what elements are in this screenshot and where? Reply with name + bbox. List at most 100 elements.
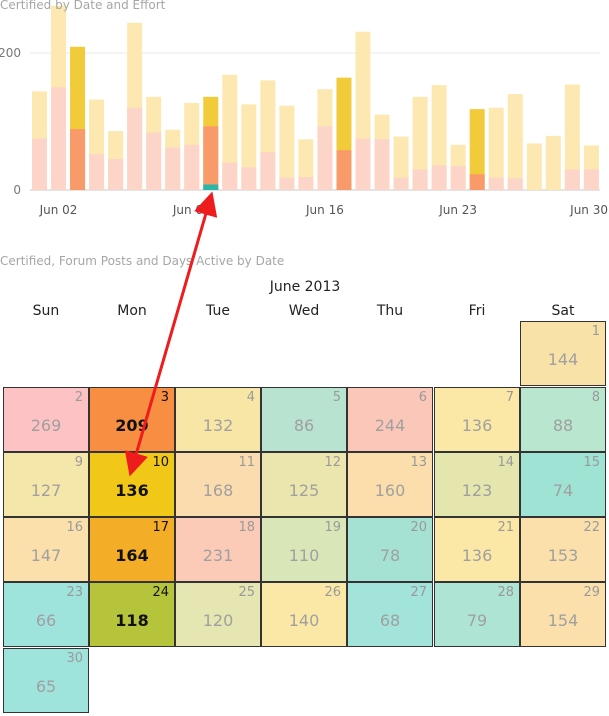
cell-value: 147 xyxy=(30,546,62,565)
bar-segment xyxy=(355,138,371,190)
calendar-cell[interactable]: 13 160 xyxy=(347,452,433,517)
bar-segment xyxy=(336,150,352,190)
calendar-cell[interactable]: 20 78 xyxy=(347,517,433,582)
bar-segment xyxy=(431,165,447,190)
cell-day-number: 10 xyxy=(152,455,169,470)
cell-value: 160 xyxy=(374,481,406,500)
cell-day-number: 15 xyxy=(583,455,600,470)
bar-segment xyxy=(393,177,409,190)
cell-day-number: 21 xyxy=(497,520,514,535)
calendar-month-label: June 2013 xyxy=(269,279,341,295)
calendar-cell[interactable]: 12 125 xyxy=(261,452,347,517)
bar-chart-title: Certified by Date and Effort xyxy=(0,0,166,12)
cell-value: 140 xyxy=(288,611,320,630)
bar-total xyxy=(393,136,409,190)
bar-segment-small xyxy=(203,184,219,190)
cell-value: 74 xyxy=(552,481,574,500)
bar-total xyxy=(507,94,523,190)
cell-value: 136 xyxy=(115,481,149,500)
calendar-cell[interactable]: 5 86 xyxy=(261,387,347,452)
bar-segment xyxy=(450,166,466,190)
calendar-cell[interactable]: 25 120 xyxy=(175,582,261,647)
calendar-cell[interactable]: 30 65 xyxy=(3,648,89,713)
calendar-cell[interactable]: 17 164 xyxy=(89,517,175,582)
cell-day-number: 6 xyxy=(418,390,427,405)
cell-day-number: 3 xyxy=(160,390,169,405)
calendar-cell[interactable]: 10 136 xyxy=(89,452,175,517)
bar-total xyxy=(545,135,561,190)
cell-day-number: 28 xyxy=(497,585,514,600)
cell-day-number: 17 xyxy=(152,520,169,535)
bar-segment xyxy=(488,177,504,190)
cell-value: 231 xyxy=(202,546,234,565)
bar-total xyxy=(431,85,447,190)
weekday-label: Fri xyxy=(468,303,486,319)
cell-value: 65 xyxy=(35,677,57,696)
cell-value: 110 xyxy=(288,546,320,565)
calendar-cell[interactable]: 14 123 xyxy=(434,452,520,517)
cell-value: 153 xyxy=(547,546,579,565)
calendar-cell[interactable]: 19 110 xyxy=(261,517,347,582)
bar-segment xyxy=(241,167,257,190)
bar-segment xyxy=(203,126,219,190)
bar-total xyxy=(222,74,238,190)
bar-segment xyxy=(222,162,238,190)
calendar-cell[interactable]: 26 140 xyxy=(261,582,347,647)
calendar-cell[interactable]: 3 209 xyxy=(89,387,175,452)
weekday-label: Thu xyxy=(376,303,404,319)
calendar-cell[interactable]: 28 79 xyxy=(434,582,520,647)
cell-day-number: 14 xyxy=(497,455,514,470)
cell-day-number: 23 xyxy=(66,585,83,600)
cell-value: 123 xyxy=(461,481,493,500)
cell-day-number: 22 xyxy=(583,520,600,535)
cell-day-number: 2 xyxy=(74,390,83,405)
x-tick-label: Jun 16 xyxy=(305,203,344,217)
calendar-cell[interactable]: 11 168 xyxy=(175,452,261,517)
bar-segment xyxy=(89,154,105,190)
calendar-cell[interactable]: 29 154 xyxy=(520,582,606,647)
calendar-cell[interactable]: 16 147 xyxy=(3,517,89,582)
bar-segment xyxy=(108,159,124,190)
x-tick-label: Jun 23 xyxy=(438,203,477,217)
calendar-cell[interactable]: 15 74 xyxy=(520,452,606,517)
calendar-cell[interactable]: 7 136 xyxy=(434,387,520,452)
y-tick-label: 0 xyxy=(13,183,21,197)
calendar-cell[interactable]: 24 118 xyxy=(89,582,175,647)
bar-segment xyxy=(583,169,599,190)
calendar-title: Certified, Forum Posts and Days Active b… xyxy=(0,254,285,268)
cell-day-number: 13 xyxy=(410,455,427,470)
calendar-cell[interactable]: 27 68 xyxy=(347,582,433,647)
bar-segment xyxy=(507,178,523,190)
cell-day-number: 25 xyxy=(238,585,255,600)
y-tick-label: 200 xyxy=(0,46,21,60)
bar-segment xyxy=(412,169,428,190)
x-tick-label: Jun 02 xyxy=(39,203,78,217)
calendar-cell[interactable]: 18 231 xyxy=(175,517,261,582)
calendar-cell[interactable]: 2 269 xyxy=(3,387,89,452)
calendar-cell[interactable]: 1 144 xyxy=(520,321,606,386)
cell-day-number: 27 xyxy=(410,585,427,600)
cell-value: 209 xyxy=(115,416,149,435)
bar-segment xyxy=(146,132,162,190)
cell-day-number: 26 xyxy=(324,585,341,600)
weekday-label: Tue xyxy=(206,303,230,319)
weekday-label: Sun xyxy=(32,303,60,319)
calendar-cell[interactable]: 4 132 xyxy=(175,387,261,452)
calendar-cell[interactable]: 23 66 xyxy=(3,582,89,647)
calendar-cell[interactable]: 21 136 xyxy=(434,517,520,582)
calendar-cell[interactable]: 6 244 xyxy=(347,387,433,452)
calendar-cell[interactable]: 8 88 xyxy=(520,387,606,452)
cell-value: 120 xyxy=(202,611,234,630)
cell-day-number: 1 xyxy=(591,324,600,339)
cell-day-number: 18 xyxy=(238,520,255,535)
bar-segment xyxy=(279,177,295,190)
calendar-cell[interactable]: 9 127 xyxy=(3,452,89,517)
calendar-cell[interactable]: 22 153 xyxy=(520,517,606,582)
bar-total xyxy=(279,105,295,190)
cell-value: 168 xyxy=(202,481,234,500)
bar-segment xyxy=(32,138,47,190)
cell-value: 154 xyxy=(547,611,579,630)
bar-segment xyxy=(260,152,276,190)
cell-day-number: 7 xyxy=(505,390,514,405)
